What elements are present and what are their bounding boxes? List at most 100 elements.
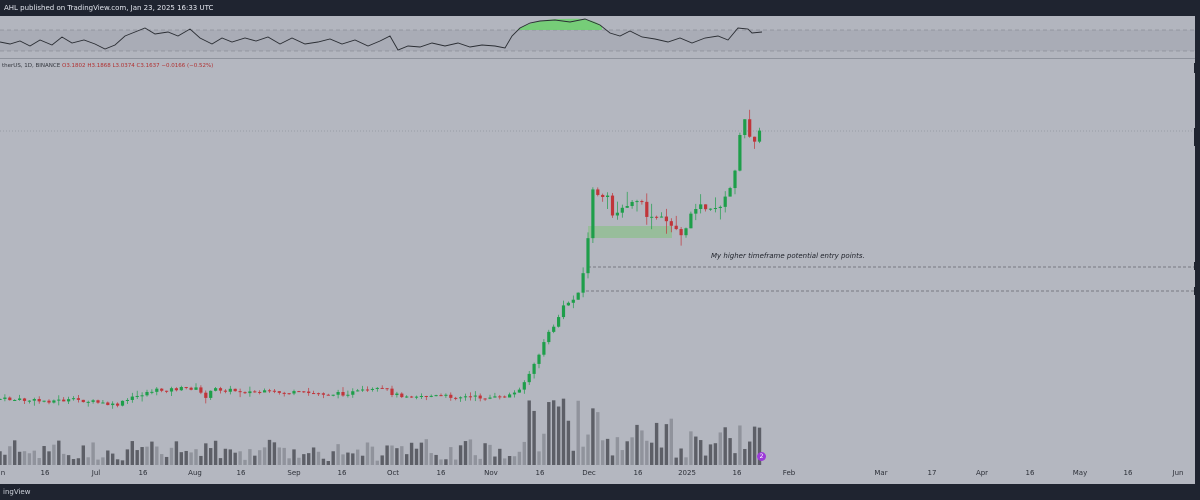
candle-body bbox=[664, 216, 668, 222]
candle-body bbox=[160, 388, 164, 391]
volume-bar bbox=[576, 400, 580, 465]
candle-body bbox=[57, 399, 61, 401]
volume-bar bbox=[145, 446, 149, 465]
candles bbox=[0, 109, 762, 409]
candle-body bbox=[606, 195, 610, 198]
candle-body bbox=[312, 393, 316, 395]
candle-body bbox=[410, 396, 414, 398]
volume-bar bbox=[738, 425, 742, 465]
x-tick-label: Dec bbox=[582, 469, 596, 477]
annotation-text: My higher timeframe potential entry poin… bbox=[711, 252, 865, 260]
candle-body bbox=[512, 392, 517, 395]
volume-bar bbox=[635, 424, 639, 465]
volume-bar bbox=[669, 418, 673, 465]
volume-bar bbox=[125, 449, 130, 465]
volume-bar bbox=[684, 457, 688, 465]
candle-body bbox=[233, 388, 237, 392]
candle-body bbox=[258, 391, 262, 393]
volume-bar bbox=[179, 452, 183, 465]
volume-bar bbox=[17, 451, 22, 465]
candle-body bbox=[635, 201, 639, 203]
candle-body bbox=[601, 194, 605, 198]
candle-body bbox=[0, 398, 2, 400]
candle-body bbox=[22, 398, 27, 401]
candle-body bbox=[248, 391, 252, 394]
candle-body bbox=[753, 136, 757, 142]
price-scale[interactable] bbox=[1195, 16, 1200, 484]
candle-body bbox=[179, 387, 183, 391]
volume-bar bbox=[610, 455, 615, 465]
legend-low: L3.0374 bbox=[112, 63, 135, 69]
volume-bar bbox=[498, 448, 502, 465]
candle-body bbox=[669, 221, 673, 226]
volume-bar bbox=[311, 447, 316, 465]
candle-body bbox=[640, 201, 644, 203]
volume-bar bbox=[292, 449, 296, 465]
candle-body bbox=[454, 397, 458, 399]
candle-body bbox=[620, 207, 624, 213]
price-tag-entry-1 bbox=[1194, 262, 1200, 270]
candle-body bbox=[385, 388, 389, 390]
price-tag-current bbox=[1194, 128, 1200, 146]
candle-body bbox=[361, 389, 365, 391]
candle-body bbox=[209, 390, 213, 398]
candle-body bbox=[13, 399, 17, 401]
volume-bar bbox=[199, 455, 203, 465]
volume-bar bbox=[752, 426, 757, 465]
candle-body bbox=[135, 395, 139, 397]
volume-bar bbox=[561, 398, 566, 465]
candle-body bbox=[140, 395, 144, 397]
legend-symbol: therUS, 1D, BINANCE bbox=[2, 63, 61, 69]
ohlc-legend: therUS, 1D, BINANCE O3.1802 H3.1868 L3.0… bbox=[2, 63, 213, 69]
volume-bar bbox=[27, 453, 32, 465]
candle-body bbox=[111, 403, 115, 406]
candle-body bbox=[42, 400, 46, 402]
candle-body bbox=[655, 216, 659, 218]
event-icon[interactable]: 2 bbox=[757, 452, 766, 461]
volume-bar bbox=[748, 441, 752, 465]
candle-body bbox=[679, 229, 683, 236]
x-tick-label: 16 bbox=[1123, 469, 1133, 477]
candle-body bbox=[557, 317, 561, 327]
candle-body bbox=[561, 305, 566, 318]
candle-body bbox=[336, 392, 340, 395]
x-tick-label: 16 bbox=[236, 469, 246, 477]
candle-body bbox=[169, 388, 174, 392]
x-tick-label: Nov bbox=[484, 469, 498, 477]
candle-body bbox=[228, 388, 232, 392]
candle-body bbox=[591, 189, 595, 239]
x-tick-label: 16 bbox=[337, 469, 347, 477]
candle-body bbox=[537, 354, 541, 364]
volume-bar bbox=[757, 427, 762, 465]
volume-bar bbox=[307, 453, 311, 465]
volume-bar bbox=[111, 453, 115, 465]
candle-body bbox=[316, 393, 321, 395]
volume-bar bbox=[8, 446, 12, 465]
candle-body bbox=[699, 204, 703, 210]
volume-bar bbox=[238, 451, 242, 465]
candle-body bbox=[150, 391, 154, 393]
candle-body bbox=[76, 398, 80, 400]
volume-bar bbox=[360, 455, 365, 465]
candle-body bbox=[81, 399, 85, 403]
volume-bar bbox=[13, 440, 17, 465]
x-tick-label: Jul bbox=[91, 469, 101, 477]
candle-body bbox=[508, 394, 512, 398]
candle-body bbox=[67, 399, 71, 402]
volume-bar bbox=[130, 441, 134, 465]
volume-bar bbox=[174, 441, 179, 465]
candle-body bbox=[52, 400, 56, 403]
time-axis[interactable] bbox=[0, 465, 1195, 484]
volume-bar bbox=[488, 444, 492, 465]
volume-bars bbox=[0, 398, 762, 465]
candle-body bbox=[625, 206, 629, 208]
price-pane[interactable] bbox=[0, 59, 1195, 468]
volume-bar bbox=[581, 446, 585, 465]
price-chart[interactable] bbox=[0, 59, 1195, 468]
candle-body bbox=[444, 394, 448, 396]
volume-bar bbox=[674, 457, 678, 465]
volume-bar bbox=[47, 451, 51, 465]
volume-bar bbox=[424, 439, 428, 465]
candle-body bbox=[47, 400, 51, 403]
candle-body bbox=[748, 119, 752, 137]
